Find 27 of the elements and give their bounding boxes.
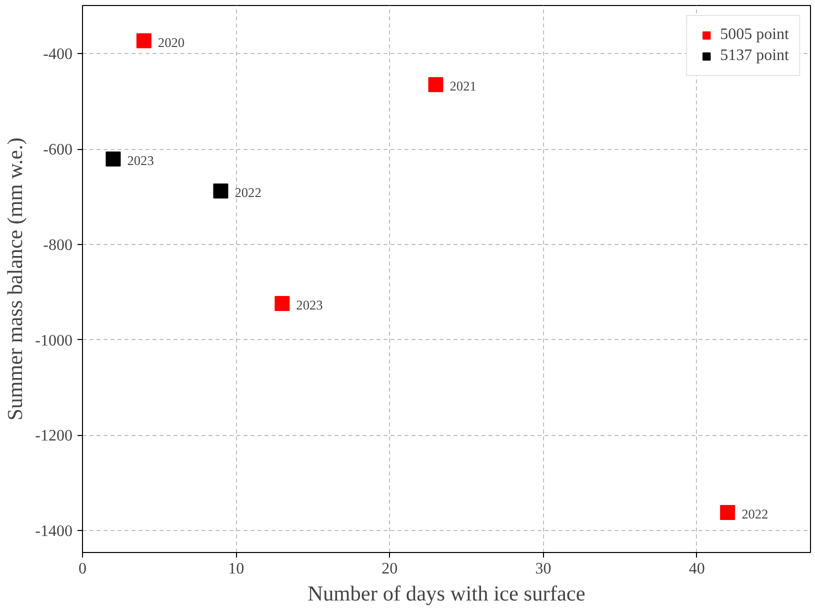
- annotation: 2022: [742, 506, 768, 522]
- point: [274, 296, 290, 312]
- x-tick-label: 20: [382, 560, 398, 578]
- annotation: 2023: [127, 153, 154, 168]
- x-tick-label: 10: [228, 560, 244, 578]
- y-tick-label: -800: [43, 236, 72, 254]
- y-tick-label: -1200: [35, 428, 72, 445]
- point: [106, 152, 121, 167]
- legend-label: 5137 point: [720, 47, 789, 65]
- x-tick-label: 30: [535, 560, 552, 578]
- y-tick-label: -400: [43, 46, 72, 64]
- point: [428, 77, 444, 92]
- legend-label: 5005 point: [720, 26, 789, 44]
- point: [213, 184, 228, 199]
- annotation: 2021: [450, 78, 476, 94]
- point: [720, 504, 736, 520]
- y-tick-label: -600: [43, 142, 72, 159]
- annotation: 2022: [234, 185, 262, 200]
- annotation: 2020: [158, 34, 185, 50]
- y-tick-label: -1400: [35, 523, 72, 540]
- annotation: 2023: [296, 298, 324, 313]
- y-axis-title: Summer mass balance (mm w.e.): [3, 138, 28, 420]
- point: [136, 33, 152, 48]
- x-tick-label: 0: [78, 560, 86, 578]
- x-tick-label: 40: [688, 560, 705, 578]
- x-axis-title: Number of days with ice surface: [308, 582, 586, 606]
- y-tick-label: -1000: [35, 332, 72, 350]
